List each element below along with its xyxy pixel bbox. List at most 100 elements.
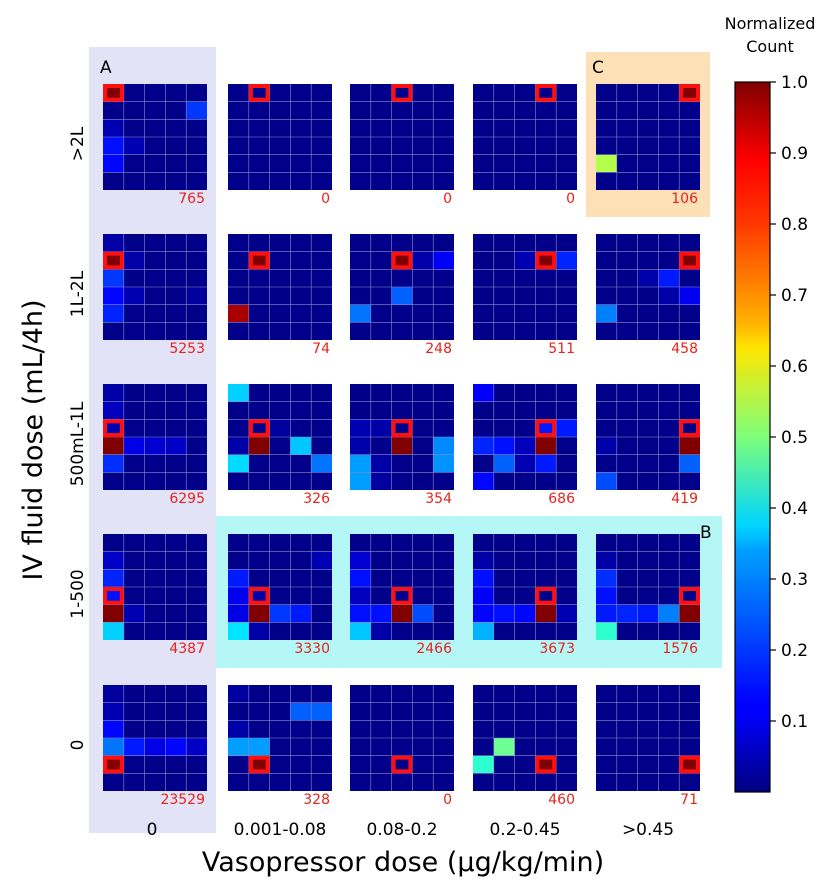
panel-r0-c0: 765	[103, 84, 207, 207]
highlight-b-label: B	[700, 523, 712, 543]
heatmap-cell	[679, 454, 700, 473]
heatmap-cell	[350, 622, 371, 640]
colorbar-title-line-1: Normalized	[725, 14, 816, 33]
panel-r4-c2: 0	[350, 685, 454, 808]
panel-count: 458	[671, 341, 698, 357]
heatmap-cell	[679, 251, 700, 270]
heatmap-cell	[473, 755, 494, 774]
heatmap-cell	[350, 551, 371, 570]
heatmap-cell	[473, 384, 494, 402]
heatmap-cell	[350, 604, 371, 623]
heatmap-cell	[535, 755, 557, 774]
heatmap-cell	[616, 604, 638, 623]
heatmap-cell	[186, 101, 207, 120]
heatmap-cell	[514, 251, 536, 270]
heatmap-cell	[103, 685, 124, 703]
panel-count: 419	[671, 491, 698, 507]
heatmap-cell	[350, 437, 371, 455]
heatmap-cell	[350, 454, 371, 473]
highlight-a-label: A	[100, 58, 112, 78]
heatmap-cell	[596, 587, 617, 605]
heatmap-cell	[637, 269, 659, 287]
heatmap-cell	[493, 604, 515, 623]
col-tick-label: >0.45	[622, 820, 674, 840]
heatmap-cell	[596, 604, 617, 623]
panel-count: 106	[671, 191, 698, 207]
target-marker	[391, 419, 413, 437]
panel-count: 0	[443, 191, 452, 207]
panel-r2-c0: 6295	[103, 384, 207, 507]
panel-r3-c1: 3330	[228, 534, 332, 657]
colorbar-tick-label: 0.3	[781, 570, 808, 590]
col-tick-label: 0.2-0.45	[489, 820, 560, 840]
heatmap-cell	[144, 738, 166, 756]
heatmap-cell	[228, 587, 249, 605]
heatmap-cell	[311, 551, 332, 570]
panel-count: 0	[443, 792, 452, 808]
panel-count: 23529	[160, 792, 205, 808]
heatmap-cell	[311, 702, 332, 721]
heatmap-cell	[493, 454, 515, 473]
heatmap-cell	[228, 304, 249, 323]
heatmap-cell	[350, 419, 371, 437]
heatmap-cell	[391, 437, 413, 455]
heatmap-cell	[473, 472, 494, 490]
heatmap-cell	[123, 251, 145, 270]
panel-count: 354	[425, 491, 452, 507]
heatmap-cell	[103, 154, 124, 173]
heatmap-cell	[596, 154, 617, 173]
panel-count: 248	[425, 341, 452, 357]
heatmap-cell	[103, 738, 124, 756]
row-tick-label-0: 0	[68, 740, 88, 751]
heatmap-cell	[228, 569, 249, 587]
heatmap-cell	[535, 419, 557, 437]
panel-count: 1576	[662, 641, 698, 657]
target-marker	[535, 587, 557, 605]
heatmap-cell	[103, 269, 124, 287]
colorbar-tick-label: 0.9	[781, 144, 808, 164]
heatmap-cell	[596, 551, 617, 570]
heatmap-cell	[535, 251, 557, 270]
heatmap-cell	[103, 287, 124, 305]
target-marker	[103, 587, 124, 605]
heatmap-cell	[350, 472, 371, 490]
heatmap-cell	[123, 137, 145, 155]
heatmap-cell	[248, 604, 270, 623]
row-tick-label-1l-2l: 1L-2L	[68, 270, 88, 317]
heatmap-cell	[248, 587, 270, 605]
heatmap-cell	[473, 587, 494, 605]
panel-r4-c3: 460	[473, 685, 577, 808]
panel-r4-c1: 328	[228, 685, 332, 808]
heatmap-cell	[658, 287, 680, 305]
panel-count: 74	[312, 341, 330, 357]
heatmap-cell	[350, 587, 371, 605]
heatmap-cell	[186, 738, 207, 756]
heatmap-cell	[556, 604, 577, 623]
heatmap-cell	[514, 604, 536, 623]
colorbar-tick-label: 0.7	[781, 286, 808, 306]
heatmap-cell	[350, 569, 371, 587]
heatmap-cell	[311, 454, 332, 473]
panels: 765 0 0 0 106 5253 74 248 511 458 6295 326 354 686 419…	[103, 84, 701, 808]
heatmap-cell	[228, 622, 249, 640]
heatmap-cell	[596, 472, 617, 490]
panel-count: 5253	[169, 341, 205, 357]
colorbar-tick-label: 0.1	[781, 712, 808, 732]
panel-r2-c4: 419	[596, 384, 701, 507]
heatmap-cell	[535, 437, 557, 455]
colorbar-tick-label: 0.4	[781, 499, 808, 519]
heatmap-cell	[391, 287, 413, 305]
target-marker	[103, 419, 124, 437]
heatmap-cell	[103, 604, 124, 623]
panel-r1-c4: 458	[596, 234, 701, 357]
column-tick-labels: 0 0.001-0.08 0.08-0.2 0.2-0.45 >0.45	[147, 820, 674, 840]
heatmap-cell	[290, 437, 312, 455]
heatmap-cell	[679, 604, 700, 623]
panel-r3-c3: 3673	[473, 534, 577, 657]
panel-count: 0	[566, 191, 575, 207]
target-marker	[391, 251, 413, 270]
heatmap-cell	[433, 454, 454, 473]
heatmap-cell	[514, 454, 536, 473]
highlight-c-label: C	[592, 58, 604, 78]
